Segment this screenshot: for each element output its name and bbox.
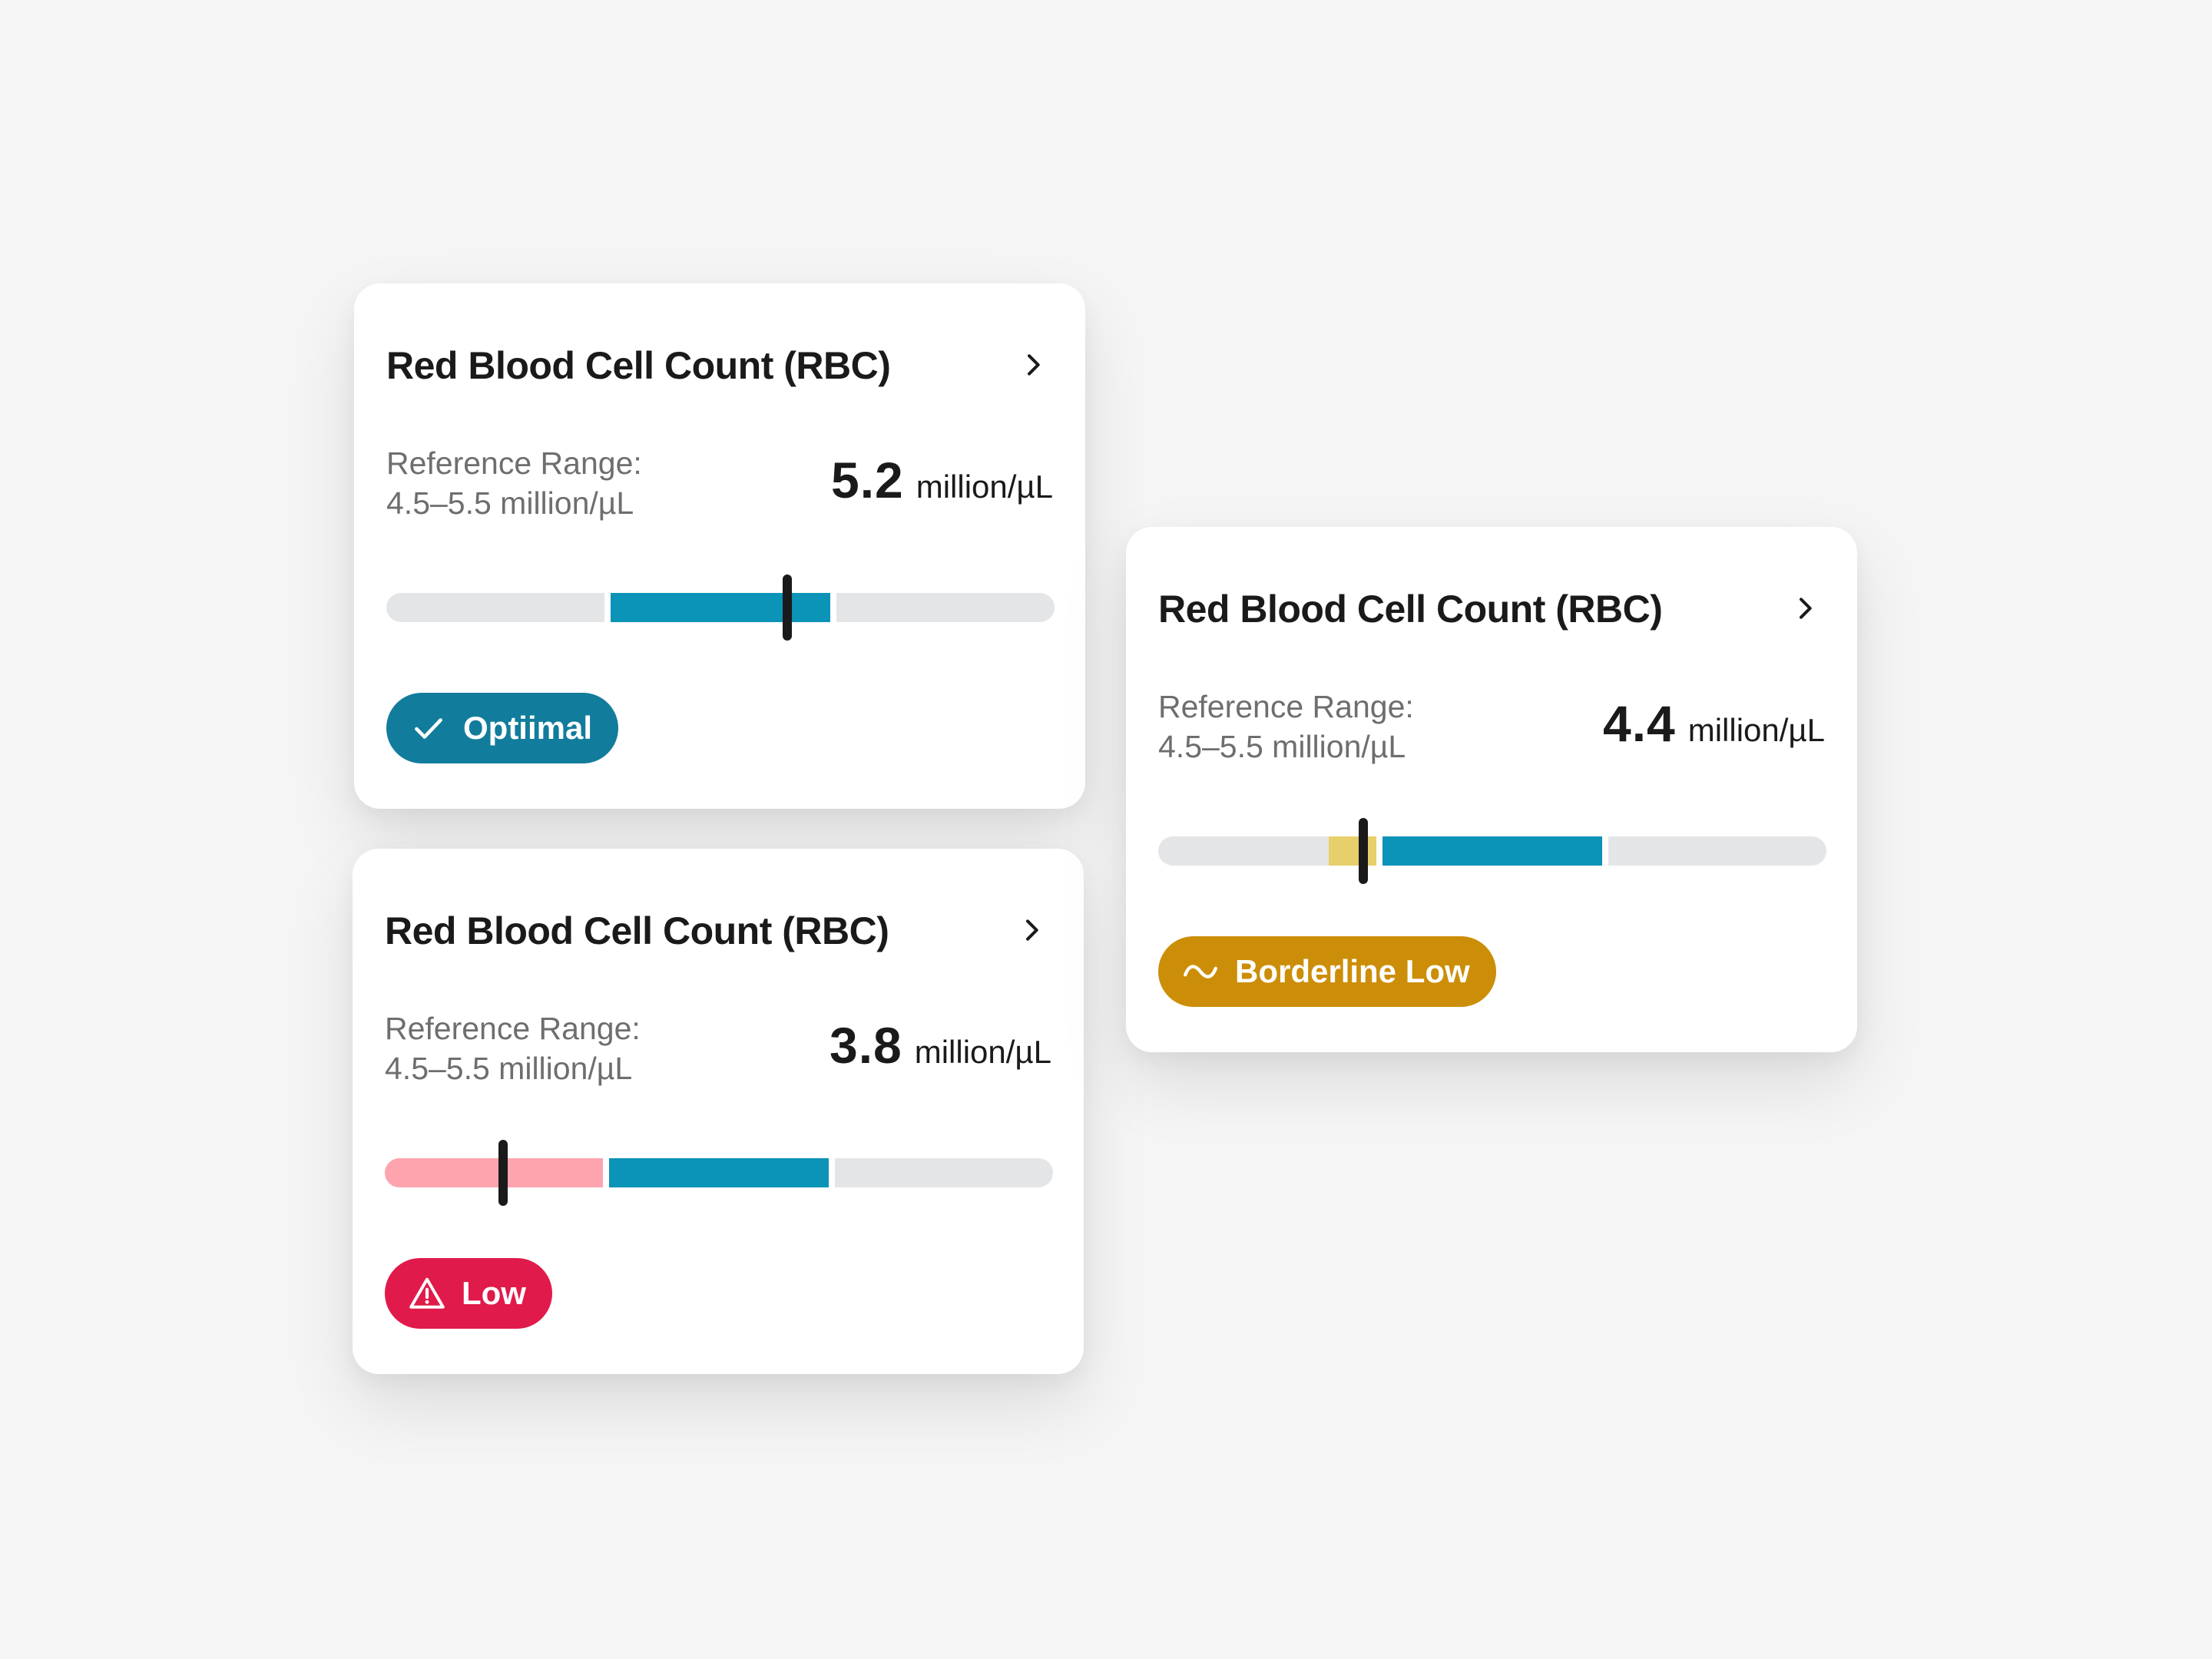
chevron-right-icon[interactable]	[1016, 915, 1047, 945]
result-unit: million/µL	[1687, 712, 1825, 748]
result-value: 3.8 million/µL	[830, 1016, 1051, 1075]
reference-range-value: 4.5–5.5 million/µL	[386, 485, 634, 521]
reference-range-label: Reference Range:	[1158, 689, 1414, 724]
range-bar-borderline-zone	[1329, 836, 1376, 866]
result-unit: million/µL	[914, 1034, 1051, 1070]
range-bar-high-zone	[1608, 836, 1826, 866]
range-bar	[1158, 818, 1826, 884]
result-number: 4.4	[1602, 695, 1676, 752]
range-bar-high-zone	[835, 1158, 1053, 1187]
range-bar-marker	[783, 575, 792, 641]
reference-range: Reference Range: 4.5–5.5 million/µL	[1158, 687, 1414, 767]
status-label: Optiimal	[463, 710, 593, 746]
reference-range-label: Reference Range:	[385, 1011, 641, 1046]
range-bar-low-zone	[386, 593, 604, 622]
reference-range: Reference Range: 4.5–5.5 million/µL	[385, 1008, 641, 1088]
result-unit: million/µL	[916, 469, 1053, 505]
range-bar-marker	[1359, 818, 1369, 884]
card-title: Red Blood Cell Count (RBC)	[385, 909, 889, 952]
wave-icon	[1184, 965, 1217, 979]
rbc-card-borderline[interactable]: Red Blood Cell Count (RBC) Reference Ran…	[1126, 527, 1857, 1052]
chevron-right-icon[interactable]	[1018, 349, 1048, 380]
range-bar-low-zone	[385, 1158, 603, 1187]
result-value: 5.2 million/µL	[831, 451, 1053, 509]
range-bar	[385, 1140, 1053, 1206]
result-number: 3.8	[829, 1017, 902, 1074]
range-bar	[386, 575, 1055, 641]
reference-range-value: 4.5–5.5 million/µL	[1158, 729, 1406, 764]
warning-icon	[409, 1277, 445, 1309]
range-bar-normal-zone	[611, 593, 830, 622]
rbc-card-low[interactable]: Red Blood Cell Count (RBC) Reference Ran…	[353, 849, 1084, 1374]
range-bar-high-zone	[836, 593, 1055, 622]
reference-range: Reference Range: 4.5–5.5 million/µL	[386, 443, 642, 523]
reference-range-value: 4.5–5.5 million/µL	[385, 1051, 633, 1086]
chevron-right-icon[interactable]	[1790, 593, 1820, 624]
status-badge: Low	[385, 1258, 552, 1329]
check-icon	[415, 718, 442, 739]
rbc-card-optimal[interactable]: Red Blood Cell Count (RBC) Reference Ran…	[354, 283, 1085, 809]
status-label: Low	[462, 1275, 526, 1311]
status-label: Borderline Low	[1235, 953, 1470, 989]
range-bar-normal-zone	[1382, 836, 1602, 866]
range-bar-marker	[498, 1140, 508, 1206]
card-title: Red Blood Cell Count (RBC)	[1158, 588, 1663, 631]
range-bar-normal-zone	[609, 1158, 829, 1187]
status-badge: Borderline Low	[1158, 936, 1496, 1007]
reference-range-label: Reference Range:	[386, 445, 642, 481]
result-number: 5.2	[830, 452, 904, 508]
card-title: Red Blood Cell Count (RBC)	[386, 344, 891, 387]
result-value: 4.4 million/µL	[1603, 694, 1825, 753]
status-badge: Optiimal	[386, 693, 619, 763]
